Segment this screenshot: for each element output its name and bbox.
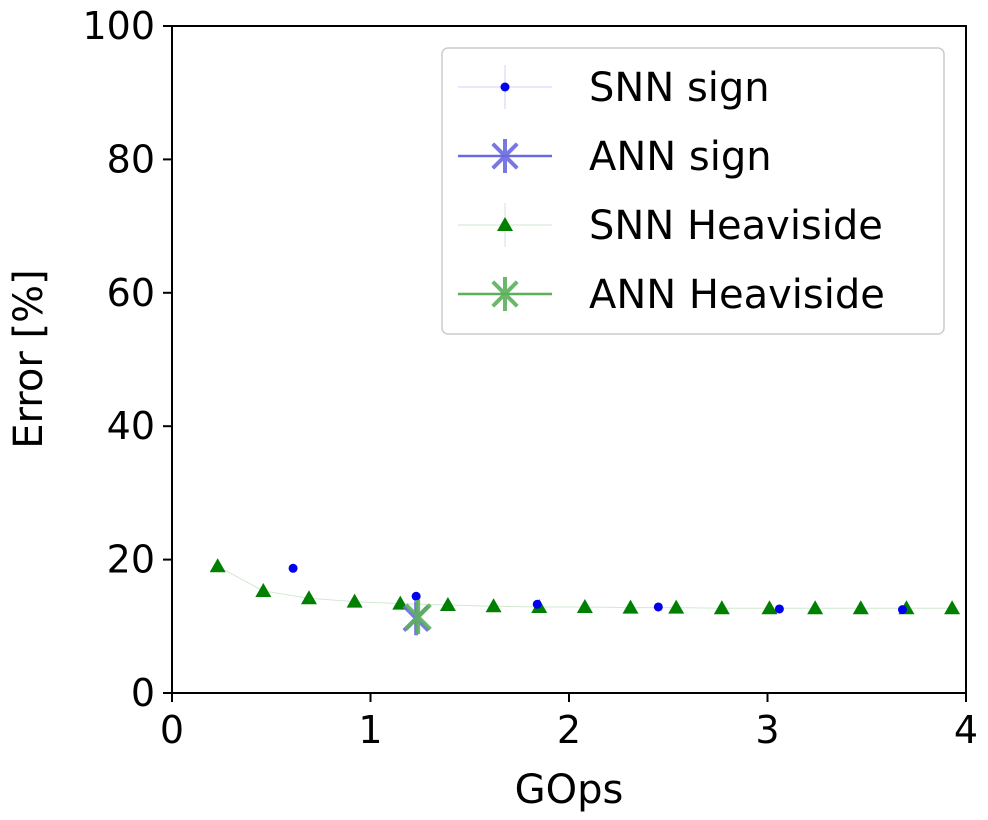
x-tick-label-1: 1 — [358, 708, 382, 752]
y-tick-label-3: 60 — [107, 271, 155, 315]
data-point-2-1 — [255, 582, 272, 597]
data-point-2-13 — [807, 600, 824, 615]
data-point-2-2 — [300, 590, 317, 605]
y-tick-label-0: 0 — [131, 671, 155, 715]
y-tick-label-1: 20 — [107, 538, 155, 582]
legend-marker-1 — [491, 139, 519, 173]
data-point-2-9 — [622, 599, 639, 614]
legend-entry-2: SNN Heaviside — [458, 203, 883, 249]
legend-box — [441, 47, 945, 335]
legend-label-3: ANN Heaviside — [589, 272, 885, 318]
legend-label-0: SNN sign — [589, 65, 770, 111]
x-tick-label-2: 2 — [557, 708, 581, 752]
data-point-2-11 — [713, 600, 730, 615]
data-point-2-0 — [209, 558, 226, 573]
x-tick-label-4: 4 — [954, 708, 978, 752]
y-tick-label-5: 100 — [82, 4, 155, 48]
data-point-0-4 — [774, 604, 784, 614]
x-tick-label-3: 3 — [755, 708, 779, 752]
data-point-2-12 — [761, 600, 778, 615]
y-tick-label-4: 80 — [107, 137, 155, 181]
data-point-2-3 — [346, 593, 363, 608]
legend-entry-0: SNN sign — [458, 65, 770, 111]
legend-label-2: SNN Heaviside — [589, 203, 883, 249]
data-point-0-1 — [411, 591, 421, 601]
data-point-2-10 — [668, 599, 685, 614]
plot-marks — [209, 558, 961, 636]
data-point-2-16 — [944, 600, 961, 615]
legend-marker-0 — [500, 82, 510, 92]
data-point-2-14 — [852, 600, 869, 615]
data-point-2-5 — [439, 596, 456, 611]
y-axis-label: Error [%] — [6, 269, 52, 448]
data-point-2-6 — [485, 598, 502, 613]
legend-marker-2 — [497, 217, 513, 231]
y-tick-label-2: 40 — [107, 404, 155, 448]
legend: SNN sign ANN sign SNN Heaviside ANN Heavisi… — [441, 47, 945, 335]
data-point-0-3 — [653, 602, 663, 612]
legend-marker-3 — [491, 277, 519, 311]
data-point-0-0 — [288, 563, 298, 573]
data-point-0-5 — [897, 605, 907, 615]
data-point-2-8 — [576, 598, 593, 613]
legend-label-1: ANN sign — [589, 134, 772, 180]
x-tick-label-0: 0 — [160, 708, 184, 752]
data-point-0-2 — [532, 599, 542, 609]
x-axis-label: GOps — [515, 767, 624, 813]
legend-entry-1: ANN sign — [458, 134, 772, 180]
data-point-3-0 — [404, 599, 432, 634]
legend-entry-3: ANN Heaviside — [458, 272, 885, 318]
